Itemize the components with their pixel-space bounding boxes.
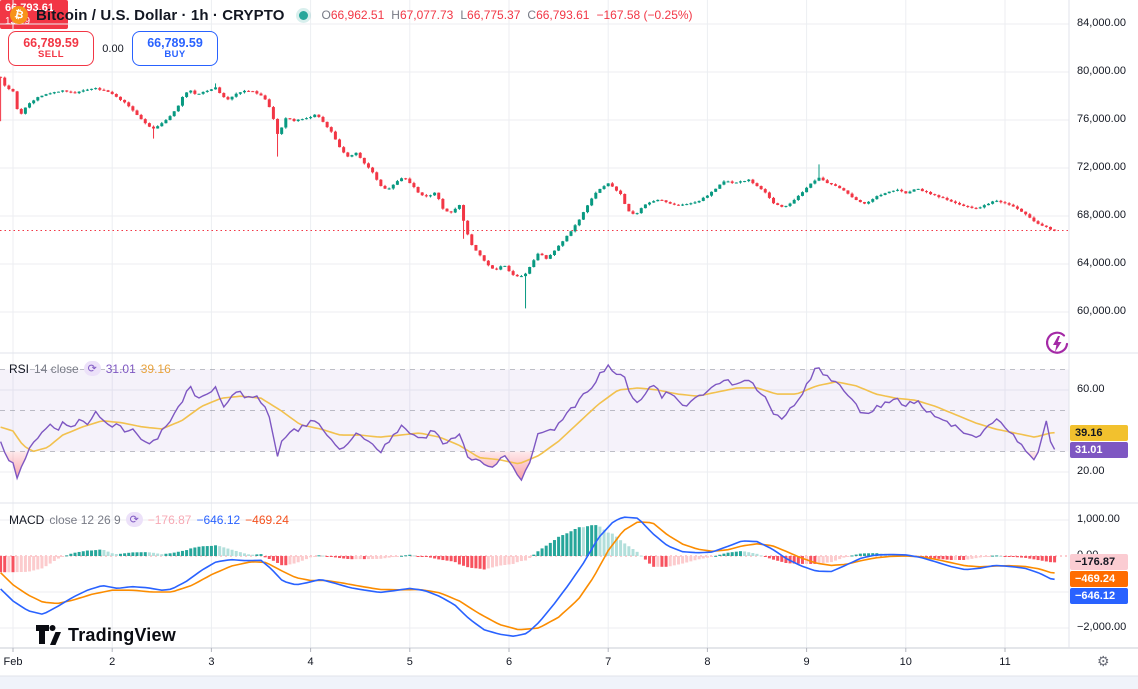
low-value: 66,775.37 xyxy=(467,8,521,22)
macd-refresh-icon[interactable]: ⟳ xyxy=(125,512,143,527)
time-axis-label[interactable]: 8 xyxy=(704,656,711,668)
time-axis-label[interactable]: 6 xyxy=(505,656,513,668)
time-axis-label[interactable]: 9 xyxy=(803,656,810,668)
spread-value: 0.00 xyxy=(102,42,124,55)
rsi-series xyxy=(0,363,1056,482)
macd-value-badge: −176.87 xyxy=(1070,554,1128,571)
macd-value-badge: −646.12 xyxy=(1070,588,1128,605)
time-axis-label[interactable]: 3 xyxy=(208,656,215,668)
time-axis-label[interactable]: Feb xyxy=(3,656,23,668)
tradingview-logo-icon xyxy=(36,625,61,645)
time-axis-settings-gear-icon[interactable]: ⚙ xyxy=(1097,653,1110,669)
close-label: C xyxy=(527,8,537,22)
price-axis-label: 76,000.00 xyxy=(1077,113,1126,125)
price-axis-label: 60,000.00 xyxy=(1077,305,1126,317)
macd-series xyxy=(0,516,1069,638)
buy-price: 66,789.59 xyxy=(147,35,203,50)
price-axis-label: 68,000.00 xyxy=(1077,209,1126,221)
macd-axis-label: −2,000.00 xyxy=(1077,621,1127,633)
sell-label: SELL xyxy=(38,49,64,61)
rsi-refresh-icon[interactable]: ⟳ xyxy=(83,361,101,376)
rsi-title: RSI xyxy=(9,361,30,376)
trade-panel: 66,789.59 SELL 0.00 66,789.59 BUY xyxy=(8,31,218,66)
time-axis-label[interactable]: 11 xyxy=(999,656,1011,668)
macd-hist-value: −176.87 xyxy=(147,512,192,527)
macd-axis-label: 1,000.00 xyxy=(1077,513,1120,525)
close-value: 66,793.61 xyxy=(536,8,590,22)
price-axis-label: 72,000.00 xyxy=(1077,161,1126,173)
time-axis-label[interactable]: 4 xyxy=(307,656,314,668)
instant-order-lightning-icon[interactable] xyxy=(1044,331,1070,362)
bottom-toolbar-strip xyxy=(0,676,1138,689)
time-axis-label[interactable]: 10 xyxy=(899,656,912,668)
time-axis-label[interactable]: 7 xyxy=(605,656,612,668)
rsi-ma-value: 39.16 xyxy=(140,361,171,376)
macd-title: MACD xyxy=(9,512,45,527)
time-axis-label[interactable]: 2 xyxy=(109,656,116,668)
high-value: 67,077.73 xyxy=(399,8,454,22)
bitcoin-logo-icon: ₿ xyxy=(8,4,30,26)
macd-line-value: −646.12 xyxy=(196,512,241,527)
macd-indicator-legend[interactable]: MACD close 12 26 9 ⟳ −176.87 −646.12 −46… xyxy=(9,512,289,527)
price-axis-label: 80,000.00 xyxy=(1077,65,1126,77)
sell-button[interactable]: 66,789.59 SELL xyxy=(8,31,94,66)
rsi-value-badge: 31.01 xyxy=(1070,441,1128,458)
buy-label: BUY xyxy=(164,49,186,61)
rsi-value-badge: 39.16 xyxy=(1070,424,1128,441)
open-value: 66,962.51 xyxy=(330,8,385,22)
candlestick-series xyxy=(0,76,1057,309)
sell-price: 66,789.59 xyxy=(23,35,79,50)
tradingview-watermark[interactable]: TradingView xyxy=(36,625,176,646)
ohlc-values: O66,962.51 H67,077.73 L66,775.37 C66,793… xyxy=(322,8,693,22)
buy-button[interactable]: 66,789.59 BUY xyxy=(132,31,218,66)
open-label: O xyxy=(321,8,331,22)
price-axis-label: 64,000.00 xyxy=(1077,257,1126,269)
macd-signal-value: −469.24 xyxy=(245,512,289,527)
tradingview-brand-text: TradingView xyxy=(68,625,176,645)
symbol-header: ₿ Bitcoin / U.S. Dollar · 1h · CRYPTO O6… xyxy=(8,4,693,26)
gridlines xyxy=(0,0,1069,648)
macd-params: close 12 26 9 xyxy=(49,512,121,527)
high-label: H xyxy=(391,8,400,22)
low-label: L xyxy=(460,8,468,22)
symbol-title[interactable]: Bitcoin / U.S. Dollar · 1h · CRYPTO xyxy=(36,6,285,24)
rsi-indicator-legend[interactable]: RSI 14 close ⟳ 31.01 39.16 xyxy=(9,361,171,376)
price-axis-label: 84,000.00 xyxy=(1077,17,1126,29)
change-value: −167.58 (−0.25%) xyxy=(596,8,693,22)
time-axis-label[interactable]: 5 xyxy=(406,656,413,668)
rsi-params: 14 close xyxy=(34,361,79,376)
market-status-icon[interactable] xyxy=(298,10,308,20)
rsi-axis-label: 20.00 xyxy=(1077,465,1105,477)
rsi-axis-label: 60.00 xyxy=(1077,383,1105,395)
macd-value-badge: −469.24 xyxy=(1070,571,1128,588)
rsi-current-value: 31.01 xyxy=(105,361,136,376)
